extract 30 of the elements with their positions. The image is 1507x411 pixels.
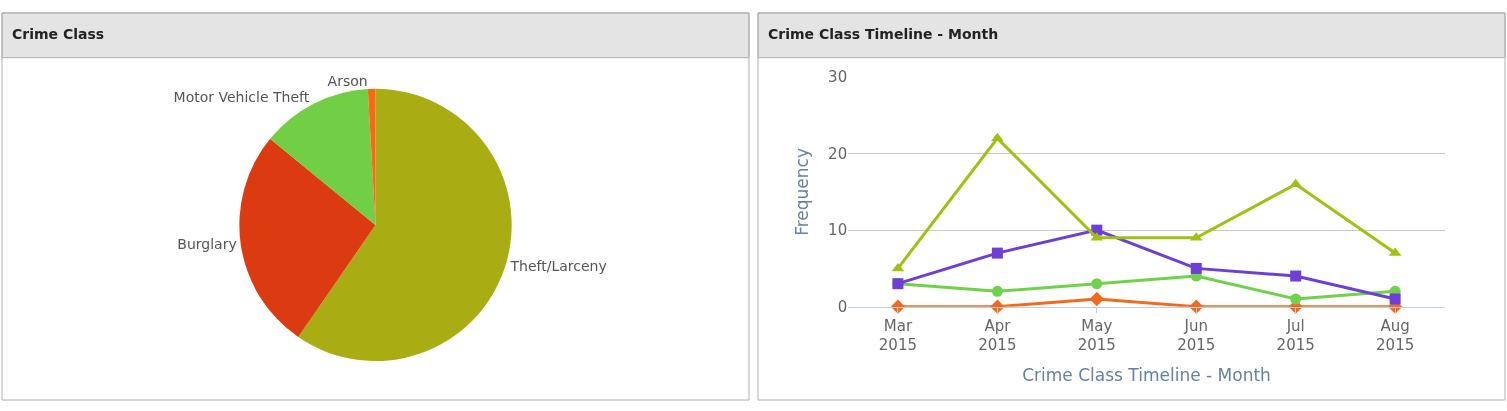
point [991,132,1004,142]
y-tick-label: 0 [837,297,848,316]
pie-slice [239,138,376,338]
point [1089,291,1104,307]
point [1091,278,1103,290]
slice-label: Arson [327,72,368,89]
y-tick-label: 10 [828,221,848,240]
x-tick-label: May 2015 [1077,316,1116,355]
point [891,262,905,272]
x-tick-label: Jun 2015 [1177,316,1216,355]
point [991,247,1003,259]
x-tick-label: Apr 2015 [978,316,1017,355]
slice-label: Burglary [177,236,237,253]
x-tick-label: Aug 2015 [1376,316,1415,355]
y-axis-title: Frequency [791,147,812,236]
x-tick-label: Mar 2015 [878,316,917,355]
x-axis-title: Crime Class Timeline - Month [1022,364,1271,385]
pie-slice [270,89,376,225]
point [991,285,1003,297]
point [1389,293,1401,305]
chart-title: Crime Class Timeline - Month [768,26,999,42]
text: Crime Class [12,26,105,42]
slice-label: Theft/Larceny [509,258,607,275]
x-tick-label: Jul 2015 [1276,316,1315,355]
point [1290,270,1302,282]
point [1190,262,1202,274]
slice-label: Motor Vehicle Theft [173,89,310,106]
y-tick-label: 20 [828,144,848,163]
point [1290,293,1302,305]
y-tick-label: 30 [828,68,848,87]
